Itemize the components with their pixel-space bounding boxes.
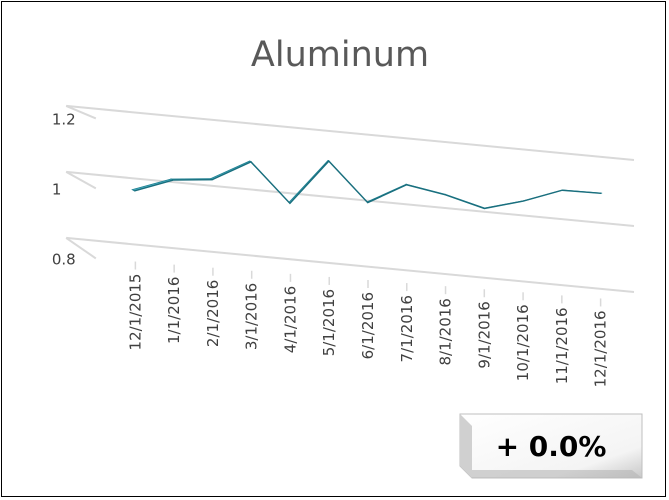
x-tick-label: 6/1/2016 xyxy=(359,292,377,359)
gridline-2 xyxy=(66,104,635,161)
x-tick-label: 8/1/2016 xyxy=(437,298,455,365)
y-tick-label: 0.8 xyxy=(52,250,76,268)
x-tick-label: 2/1/2016 xyxy=(204,280,222,347)
x-tick-label: 10/1/2016 xyxy=(514,304,532,381)
x-tick-label: 12/1/2015 xyxy=(126,274,144,351)
x-tick-label: 5/1/2016 xyxy=(320,289,338,356)
x-tick-label: 1/1/2016 xyxy=(165,277,183,344)
y-axis-ticks: 0.8 1 1.2 xyxy=(52,110,76,268)
x-tick-label: 11/1/2016 xyxy=(553,307,571,384)
x-tick-label: 9/1/2016 xyxy=(475,301,493,368)
series-line xyxy=(131,159,603,210)
chart-title: Aluminum xyxy=(251,35,429,75)
gridline-1 xyxy=(66,170,635,227)
gridline-side-2 xyxy=(65,104,97,120)
gridlines xyxy=(65,104,635,293)
gridline-side-1 xyxy=(65,171,97,190)
gridline-0 xyxy=(66,236,635,293)
change-badge xyxy=(459,413,643,479)
x-axis: 12/1/2015 1/1/2016 2/1/2016 3/1/2016 4/1/201… xyxy=(126,261,610,387)
series-line-edge xyxy=(134,160,602,210)
change-badge-text: + 0.0% xyxy=(495,429,607,463)
x-tick-label: 12/1/2016 xyxy=(592,310,610,387)
x-tick-label: 3/1/2016 xyxy=(243,283,261,350)
y-tick-label: 1.2 xyxy=(52,110,76,128)
y-tick-label: 1 xyxy=(52,180,62,198)
x-tick-label: 4/1/2016 xyxy=(281,286,299,353)
x-tick-label: 7/1/2016 xyxy=(398,295,416,362)
gridline-side-0 xyxy=(65,237,97,260)
